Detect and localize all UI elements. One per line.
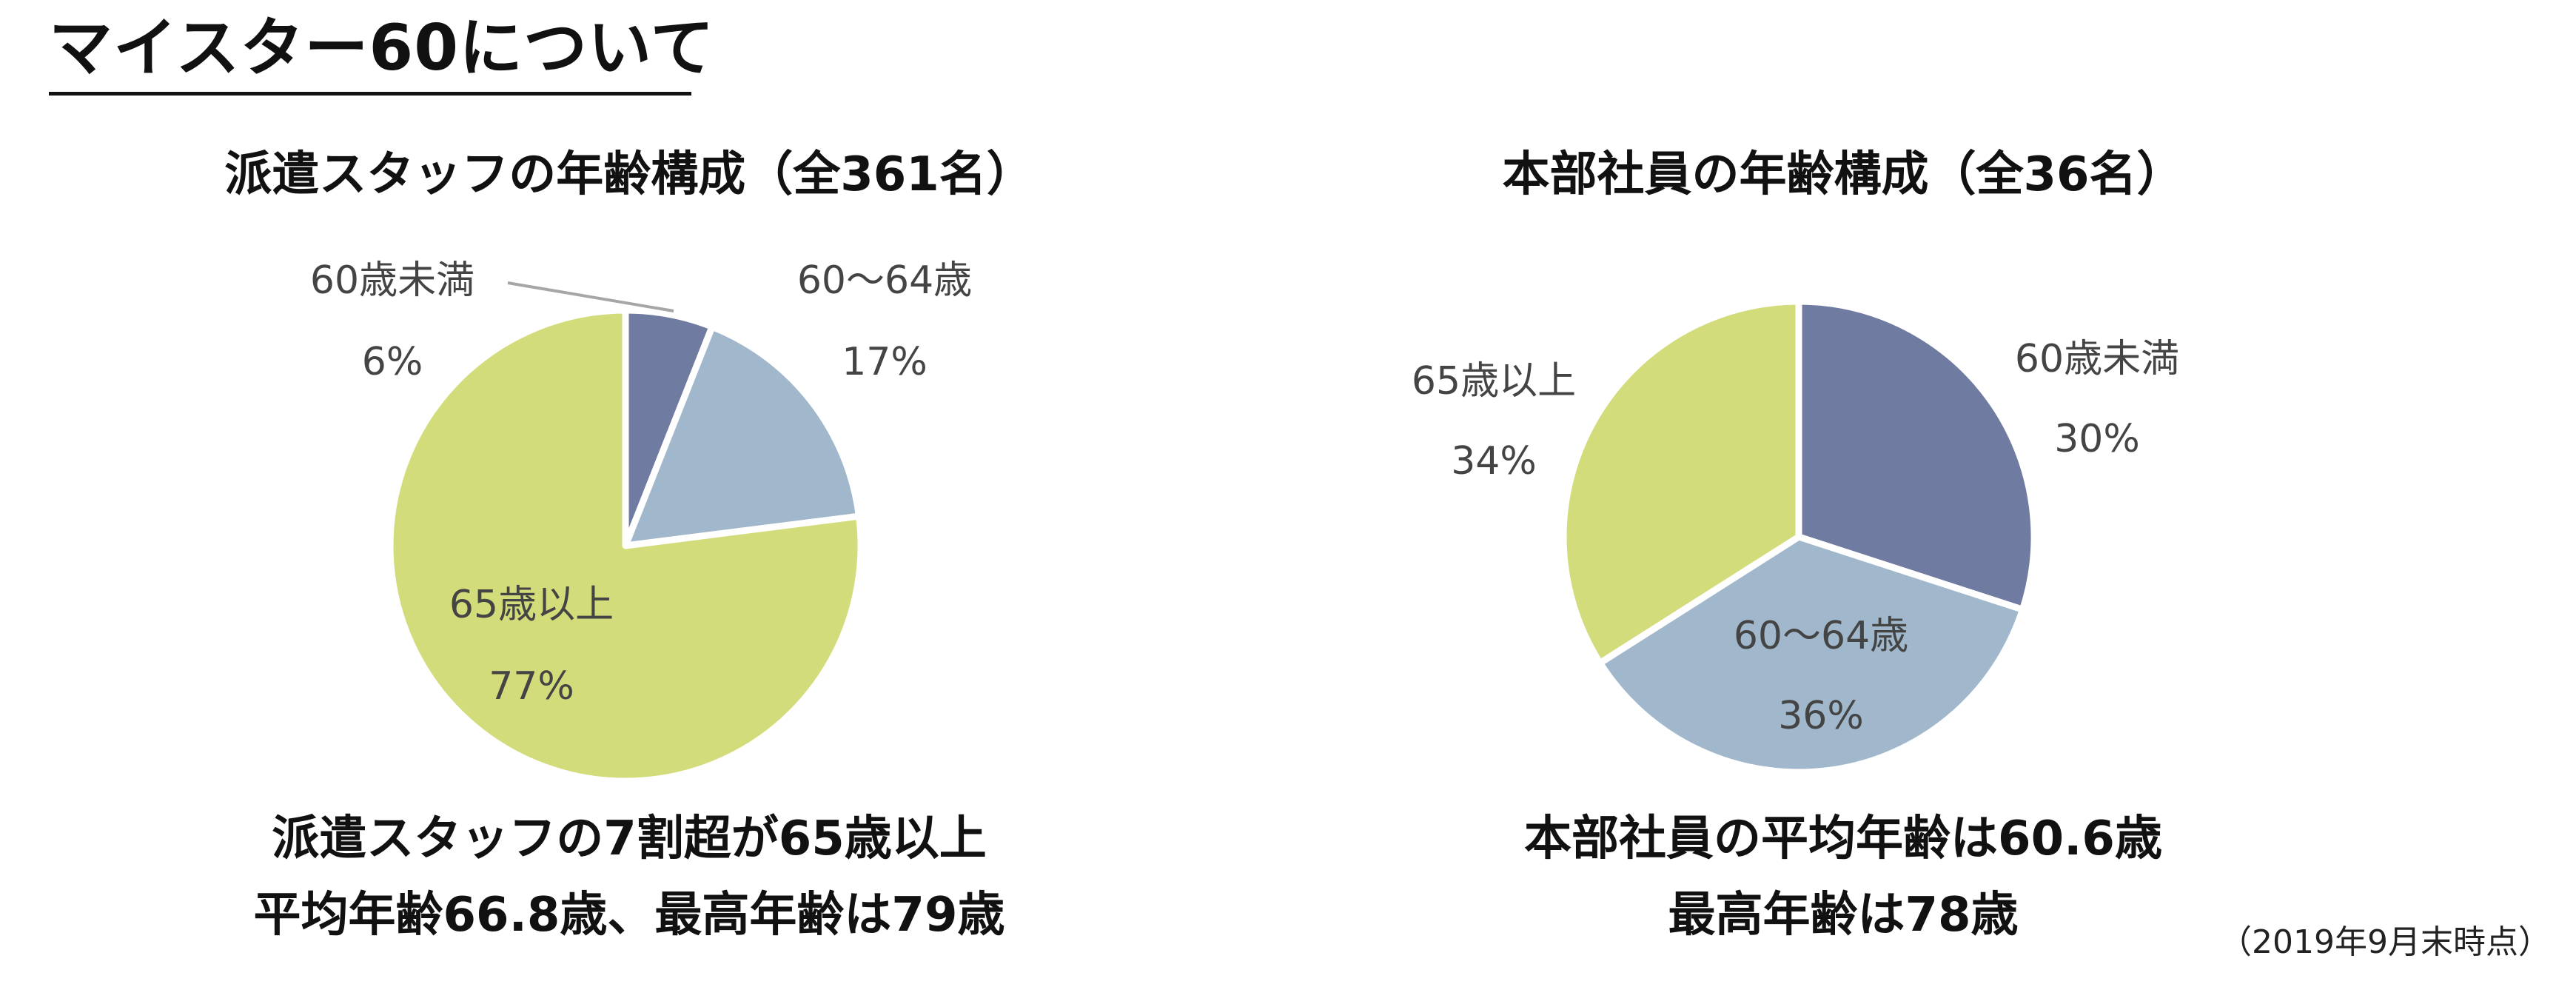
caption-staff-line-2: 平均年齢66.8歳、最高年齢は79歳 [253, 888, 1005, 943]
caption-hq-line-2: 最高年齢は78歳 [1668, 888, 2019, 943]
pie-slice-staff-2 [386, 307, 865, 785]
pie-staff: 60歳未満 6% 60～64歳 17% 65歳以上 77% [310, 258, 972, 785]
slice-label-staff-0: 60歳未満 [310, 258, 474, 303]
slice-percent-hq-0: 30% [2054, 417, 2140, 461]
slice-label-hq-1: 60～64歳 [1734, 614, 1908, 658]
slice-percent-hq-1: 36% [1778, 694, 1864, 738]
caption-hq-line-1: 本部社員の平均年齢は60.6歳 [1524, 812, 2162, 866]
pie-slice-staff-1 [622, 323, 862, 549]
caption-staff-line-1: 派遣スタッフの7割超が65歳以上 [272, 812, 987, 866]
pie-slice-hq-1 [1597, 533, 2026, 776]
slice-label-hq-0: 60歳未満 [2015, 337, 2179, 381]
page-title: マイスター60について [49, 11, 715, 85]
pie-slice-hq-0 [1795, 298, 2038, 613]
pie-hq: 60歳未満 30% 60～64歳 36% 65歳以上 34% [1412, 298, 2179, 776]
slice-percent-staff-0: 6% [362, 340, 423, 384]
chart-title-staff: 派遣スタッフの年齢構成（全361名） [224, 147, 1034, 202]
slice-label-hq-2: 65歳以上 [1412, 359, 1576, 404]
slice-label-staff-2: 65歳以上 [449, 583, 614, 627]
pie-slice-hq-2 [1560, 298, 1802, 666]
footnote-date: （2019年9月末時点） [2219, 923, 2551, 961]
slice-label-staff-1: 60～64歳 [797, 258, 972, 303]
leader-line-staff-0 [507, 281, 674, 312]
title-underline [49, 92, 691, 96]
chart-title-hq: 本部社員の年齢構成（全36名） [1502, 147, 2184, 202]
slice-percent-staff-1: 17% [842, 340, 928, 384]
slice-percent-hq-2: 34% [1451, 439, 1537, 484]
slice-percent-staff-2: 77% [489, 664, 574, 709]
